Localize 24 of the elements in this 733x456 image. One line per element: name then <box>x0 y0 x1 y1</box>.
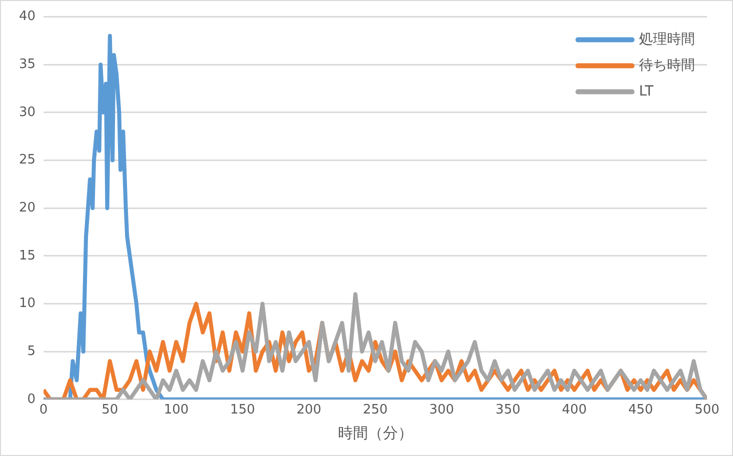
y-tick-label: 30 <box>18 104 36 120</box>
x-tick-label: 100 <box>164 402 189 418</box>
y-tick-label: 40 <box>18 9 36 24</box>
x-axis-title: 時間（分） <box>338 424 413 442</box>
y-tick-label: 20 <box>18 200 36 216</box>
y-tick-label: 35 <box>18 57 36 72</box>
x-tick-label: 0 <box>39 402 48 418</box>
y-tick-label: 5 <box>27 344 36 359</box>
x-tick-label: 300 <box>429 402 454 418</box>
y-tick-label: 15 <box>18 248 36 264</box>
x-tick-label: 200 <box>296 402 322 418</box>
legend-label: 処理時間 <box>639 31 695 48</box>
y-tick-label: 0 <box>27 392 36 407</box>
legend-label: LT <box>639 83 654 100</box>
x-tick-label: 150 <box>230 402 255 418</box>
x-tick-label: 450 <box>628 402 654 418</box>
legend-label: 待ち時間 <box>639 57 695 74</box>
x-tick-label: 50 <box>102 402 118 418</box>
x-tick-label: 500 <box>694 402 720 418</box>
x-tick-label: 350 <box>496 402 520 418</box>
x-tick-label: 250 <box>362 402 388 418</box>
x-tick-label: 400 <box>562 402 587 418</box>
y-tick-label: 10 <box>18 296 36 312</box>
y-tick-label: 25 <box>18 152 36 168</box>
